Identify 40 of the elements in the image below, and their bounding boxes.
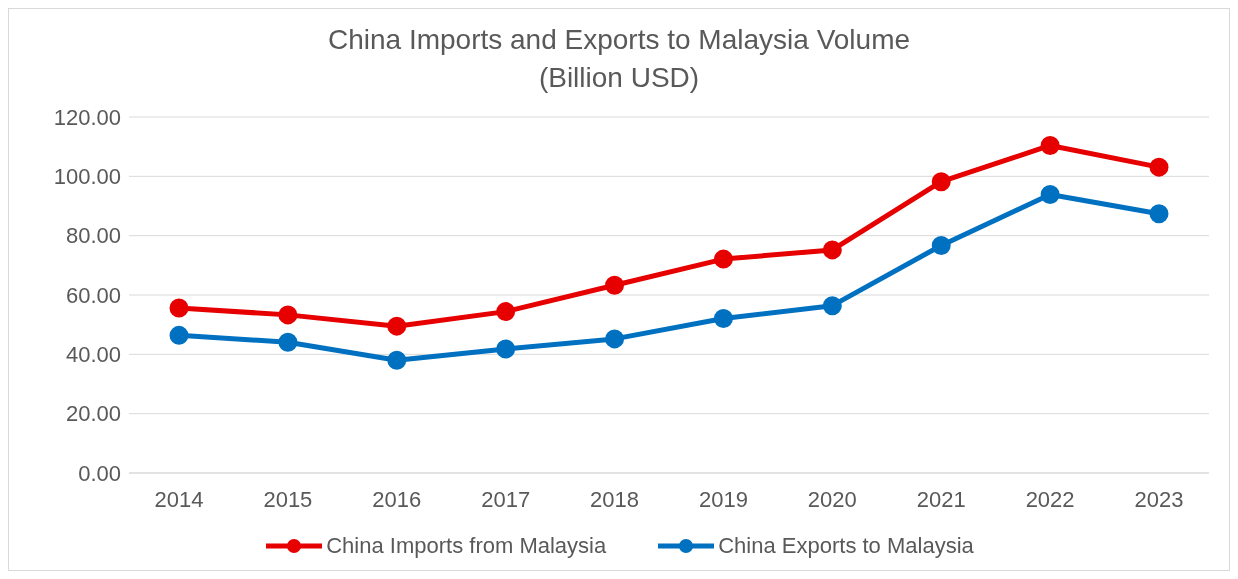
chart-title: China Imports and Exports to Malaysia Volume (Billion USD): [326, 23, 912, 95]
point: [605, 275, 625, 295]
point: [1149, 204, 1169, 224]
point: [169, 298, 189, 318]
x-tick-label: 2015: [263, 486, 313, 512]
y-tick-label: 80.00: [65, 223, 121, 249]
point: [169, 325, 189, 345]
point: [931, 172, 951, 192]
x-tick-label: 2016: [372, 486, 422, 512]
y-tick-label: 60.00: [65, 282, 121, 308]
point: [931, 235, 951, 255]
point: [713, 249, 733, 269]
point: [822, 296, 842, 316]
y-tick-label: 20.00: [65, 401, 121, 427]
point: [713, 308, 733, 328]
x-tick-label: 2017: [481, 486, 531, 512]
legend-label: China Exports to Malaysia: [718, 533, 974, 559]
legend-label: China Imports from Malaysia: [326, 533, 607, 559]
y-tick-label: 40.00: [65, 342, 121, 368]
x-tick-label: 2022: [1025, 486, 1075, 512]
y-tick-label: 120.00: [53, 104, 121, 130]
point: [387, 316, 407, 336]
x-tick-label: 2018: [590, 486, 640, 512]
point: [496, 339, 516, 359]
x-tick-label: 2020: [807, 486, 857, 512]
point: [1040, 135, 1060, 155]
point: [822, 240, 842, 260]
x-tick-label: 2014: [154, 486, 204, 512]
point: [1149, 157, 1169, 177]
point: [278, 305, 298, 325]
point: [387, 350, 407, 370]
point: [1040, 184, 1060, 204]
x-tick-label: 2019: [698, 486, 748, 512]
point: [496, 302, 516, 322]
point: [278, 332, 298, 352]
x-tick-label: 2021: [916, 486, 966, 512]
y-tick-label: 100.00: [53, 164, 121, 190]
point: [605, 329, 625, 349]
x-tick-label: 2023: [1134, 486, 1184, 512]
y-tick-label: 0.00: [78, 460, 121, 486]
